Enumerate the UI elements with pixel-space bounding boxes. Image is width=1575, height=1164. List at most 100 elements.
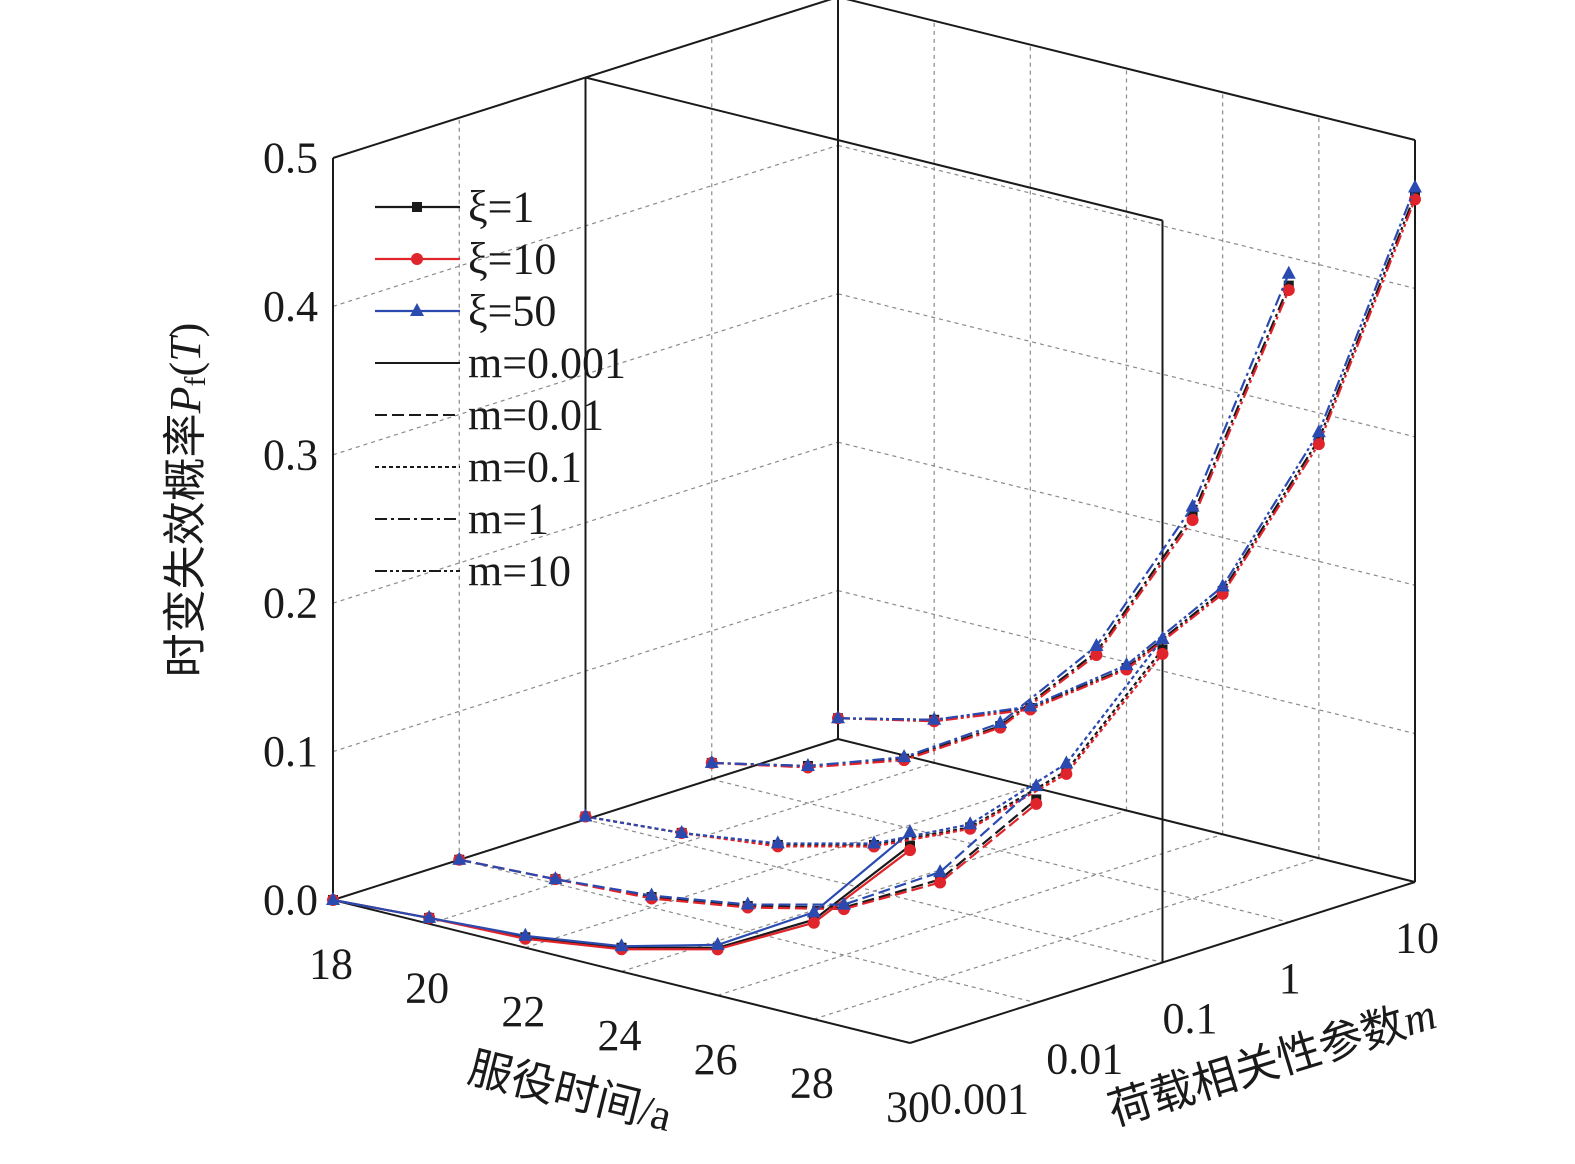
marker [1215, 578, 1230, 592]
marker [831, 710, 845, 724]
marker [1408, 179, 1422, 193]
marker [412, 202, 422, 212]
axis-edge [585, 76, 1163, 222]
z-title-paren: ( [161, 362, 210, 377]
grid-line [525, 786, 1031, 949]
marker [578, 808, 593, 822]
axis-edge [837, 738, 1416, 883]
m-tick-label: 0.1 [1163, 994, 1218, 1043]
series-line [585, 638, 1164, 845]
legend-label: m=1 [468, 495, 549, 544]
marker [1281, 265, 1296, 279]
marker [644, 887, 659, 901]
z-title-arg: T [161, 334, 210, 362]
m-tick-label: 10 [1395, 914, 1439, 963]
legend-label: ξ=1 [468, 183, 534, 232]
grid-line [837, 293, 1416, 438]
series-line [837, 198, 1417, 723]
marker [674, 824, 689, 838]
legend-label: m=10 [468, 547, 571, 596]
marker [452, 851, 467, 865]
marker [1060, 767, 1073, 780]
marker [1089, 638, 1104, 652]
z-title-sub: f [179, 376, 212, 386]
marker [1409, 193, 1421, 206]
z-tick-label: 0.5 [263, 134, 318, 183]
marker [1119, 657, 1134, 671]
x-tick-label: 22 [501, 987, 545, 1036]
grid-line [717, 833, 1223, 996]
marker [934, 876, 947, 889]
marker [1030, 797, 1043, 810]
z-title-paren: ) [161, 323, 210, 338]
legend-label: ξ=50 [468, 287, 556, 336]
x-axis-title: 服役时间/a [463, 1043, 676, 1141]
series-line [332, 831, 911, 948]
marker [1311, 424, 1326, 438]
marker [1059, 755, 1074, 769]
marker [836, 896, 851, 910]
grid-line [711, 778, 1289, 923]
series-line [711, 289, 1290, 769]
m-axis-title: 荷载相关性参数m [1102, 989, 1441, 1135]
series-line [711, 273, 1290, 768]
axis-edge [845, 0, 1416, 141]
marker [807, 916, 820, 929]
series-line [459, 803, 1037, 911]
marker [1155, 630, 1170, 644]
marker [867, 835, 881, 849]
grid-line [585, 818, 1163, 964]
marker [518, 927, 533, 941]
marker [410, 303, 424, 316]
marker [422, 909, 437, 923]
marker [897, 749, 912, 763]
marker [1029, 778, 1044, 792]
marker [1156, 647, 1169, 660]
series-line [332, 849, 911, 951]
grid-line [459, 859, 1037, 1004]
marker [806, 904, 821, 918]
marker [740, 896, 755, 910]
marker [1023, 698, 1038, 712]
z-axis-title: 时变失效概率Pf(T) [161, 323, 212, 678]
grid-line [813, 857, 1320, 1020]
marker [993, 715, 1008, 729]
series-line [711, 285, 1290, 768]
marker [326, 892, 340, 905]
marker [963, 816, 978, 830]
z-title-text: 时变失效概率 [161, 413, 210, 677]
series-line [332, 844, 911, 949]
m-tick-label: 1 [1279, 954, 1301, 1003]
marker [1186, 513, 1199, 526]
z-tick-label: 0.0 [263, 876, 318, 925]
marker [903, 824, 917, 838]
x-tick-label: 28 [790, 1059, 834, 1108]
z-tick-label: 0.1 [263, 727, 318, 776]
x-tick-label: 20 [405, 963, 449, 1012]
marker [904, 844, 916, 857]
m-tick-label: 0.01 [1046, 1034, 1123, 1083]
marker [1185, 498, 1200, 512]
legend-label: m=0.1 [468, 443, 582, 492]
legend-label: m=0.001 [468, 339, 626, 388]
marker [1312, 438, 1325, 451]
marker [411, 253, 423, 265]
marker [710, 936, 725, 950]
marker [1282, 284, 1295, 297]
z-tick-label: 0.4 [263, 282, 318, 331]
x-tick-label: 30 [886, 1083, 930, 1132]
series-line [459, 798, 1037, 909]
legend-label: m=0.01 [468, 391, 604, 440]
legend-label: ξ=10 [468, 235, 556, 284]
marker [927, 711, 942, 725]
z-tick-label: 0.3 [263, 430, 318, 479]
x-tick-label: 26 [694, 1035, 738, 1084]
m-tick-label: 0.001 [930, 1075, 1029, 1124]
marker [1090, 648, 1103, 661]
marker [614, 938, 629, 952]
marker [704, 754, 719, 768]
marker [770, 835, 785, 849]
x-tick-label: 24 [598, 1011, 642, 1060]
m-title-text: 荷载相关性参数 [1102, 998, 1411, 1135]
